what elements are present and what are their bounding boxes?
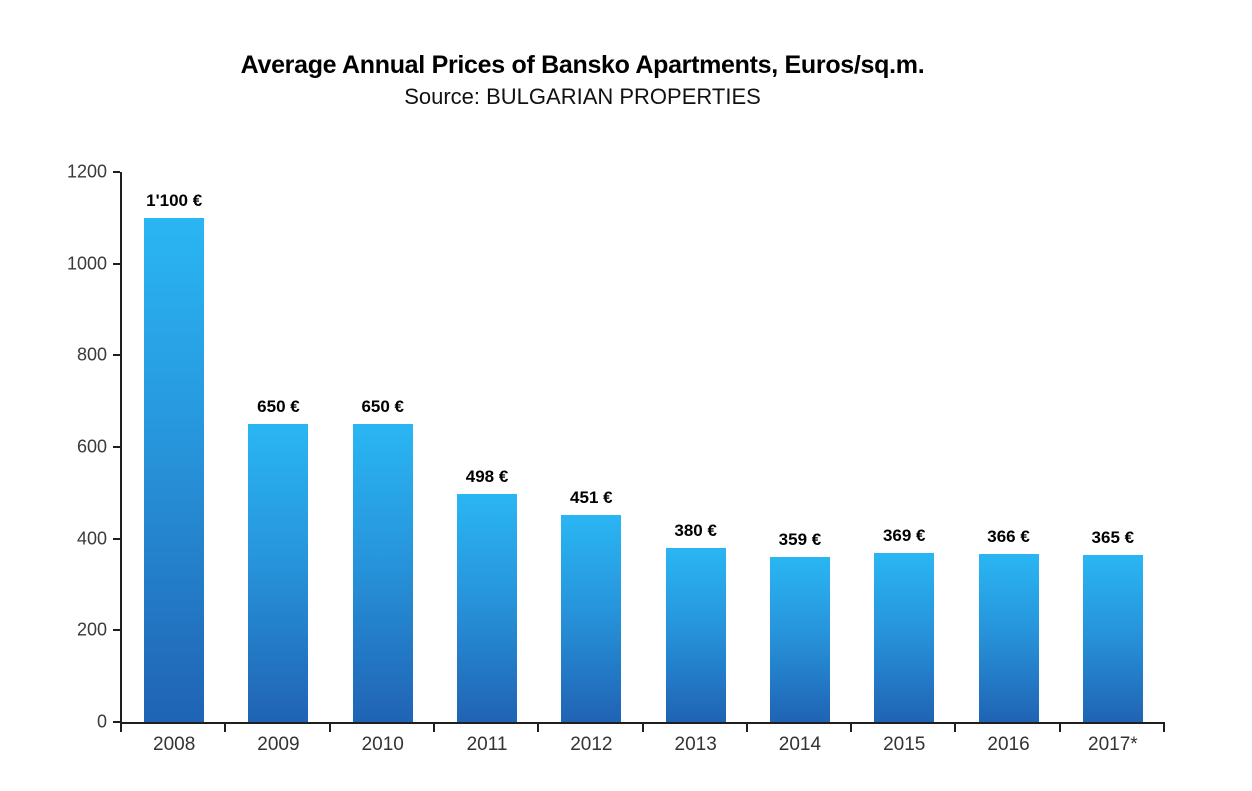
chart-title: Average Annual Prices of Bansko Apartmen… [240, 51, 925, 79]
chart-subtitle: Source: BULGARIAN PROPERTIES [404, 84, 761, 109]
category-cell: 451 € 2012 [539, 172, 643, 755]
category-cell: 359 € 2014 [748, 172, 852, 755]
category-cell: 365 € 2017* [1061, 172, 1165, 755]
category-cell: 650 € 2010 [331, 172, 435, 755]
x-tick-mark [329, 724, 331, 732]
bar [769, 557, 830, 722]
y-tick-label: 0 [96, 711, 107, 732]
x-tick-mark [746, 724, 748, 732]
category-cell: 1'100 € 2008 [122, 172, 226, 755]
x-tick-mark [433, 724, 435, 732]
bar-value-label: 451 € [570, 488, 613, 508]
bar [1082, 554, 1143, 722]
bar [665, 547, 726, 722]
bar-value-label: 1'100 € [146, 190, 203, 210]
category-cell: 498 € 2011 [435, 172, 539, 755]
y-tick-mark [113, 262, 120, 265]
bar [561, 515, 622, 722]
bar [352, 424, 413, 722]
x-tick-label: 2009 [257, 734, 300, 755]
x-tick-label: 2008 [153, 734, 196, 755]
bar-value-label: 365 € [1091, 527, 1135, 547]
bar [978, 554, 1039, 722]
x-tick-mark [537, 724, 539, 732]
x-axis-line [120, 722, 1165, 724]
category-cell: 366 € 2016 [956, 172, 1060, 755]
y-tick-label: 400 [76, 528, 107, 549]
bar [248, 424, 309, 722]
y-tick-label: 800 [76, 344, 107, 365]
x-tick-label: 2013 [674, 734, 717, 755]
x-tick-label: 2012 [570, 734, 613, 755]
category-cell: 650 € 2009 [226, 172, 330, 755]
x-tick-label: 2017* [1088, 734, 1138, 755]
x-tick-mark [224, 724, 226, 732]
x-tick-label: 2010 [361, 734, 404, 755]
y-tick-label: 1200 [66, 161, 107, 182]
x-tick-label: 2011 [466, 734, 508, 755]
y-tick-mark [113, 354, 120, 357]
y-tick-mark [113, 721, 120, 723]
y-tick-mark [113, 537, 120, 540]
bar [144, 217, 205, 722]
bar [457, 493, 518, 722]
chart-header: Average Annual Prices of Bansko Apartmen… [0, 50, 1165, 111]
bar [874, 552, 935, 722]
x-tick-mark [1059, 724, 1061, 732]
bar-value-label: 498 € [465, 466, 509, 486]
x-tick-mark [120, 724, 122, 732]
y-tick-mark [113, 171, 120, 173]
y-axis-line [120, 172, 122, 724]
x-tick-label: 2015 [883, 734, 926, 755]
y-tick-mark [113, 629, 120, 632]
y-tick-mark [113, 446, 120, 448]
y-tick-label: 200 [76, 619, 107, 640]
plot-area: 0 200 400 600 800 1000 1200 1'100 € 2008 650 € 200… [67, 162, 1165, 755]
y-tick-label: 1000 [66, 253, 107, 274]
category-cell: 369 € 2015 [852, 172, 956, 755]
bar-value-label: 380 € [674, 520, 717, 540]
y-tick-label: 600 [76, 436, 107, 457]
x-tick-mark [1163, 724, 1165, 732]
x-tick-label: 2016 [987, 734, 1030, 755]
x-tick-mark [642, 724, 644, 732]
category-cell: 380 € 2013 [644, 172, 748, 755]
bar-value-label: 650 € [361, 397, 405, 417]
bar-value-label: 369 € [882, 525, 926, 545]
x-tick-mark [954, 724, 956, 732]
bar-value-label: 650 € [257, 397, 300, 417]
x-tick-label: 2014 [778, 734, 822, 755]
bar-value-label: 366 € [987, 527, 1030, 547]
x-tick-mark [850, 724, 852, 732]
bar-value-label: 359 € [778, 530, 822, 550]
